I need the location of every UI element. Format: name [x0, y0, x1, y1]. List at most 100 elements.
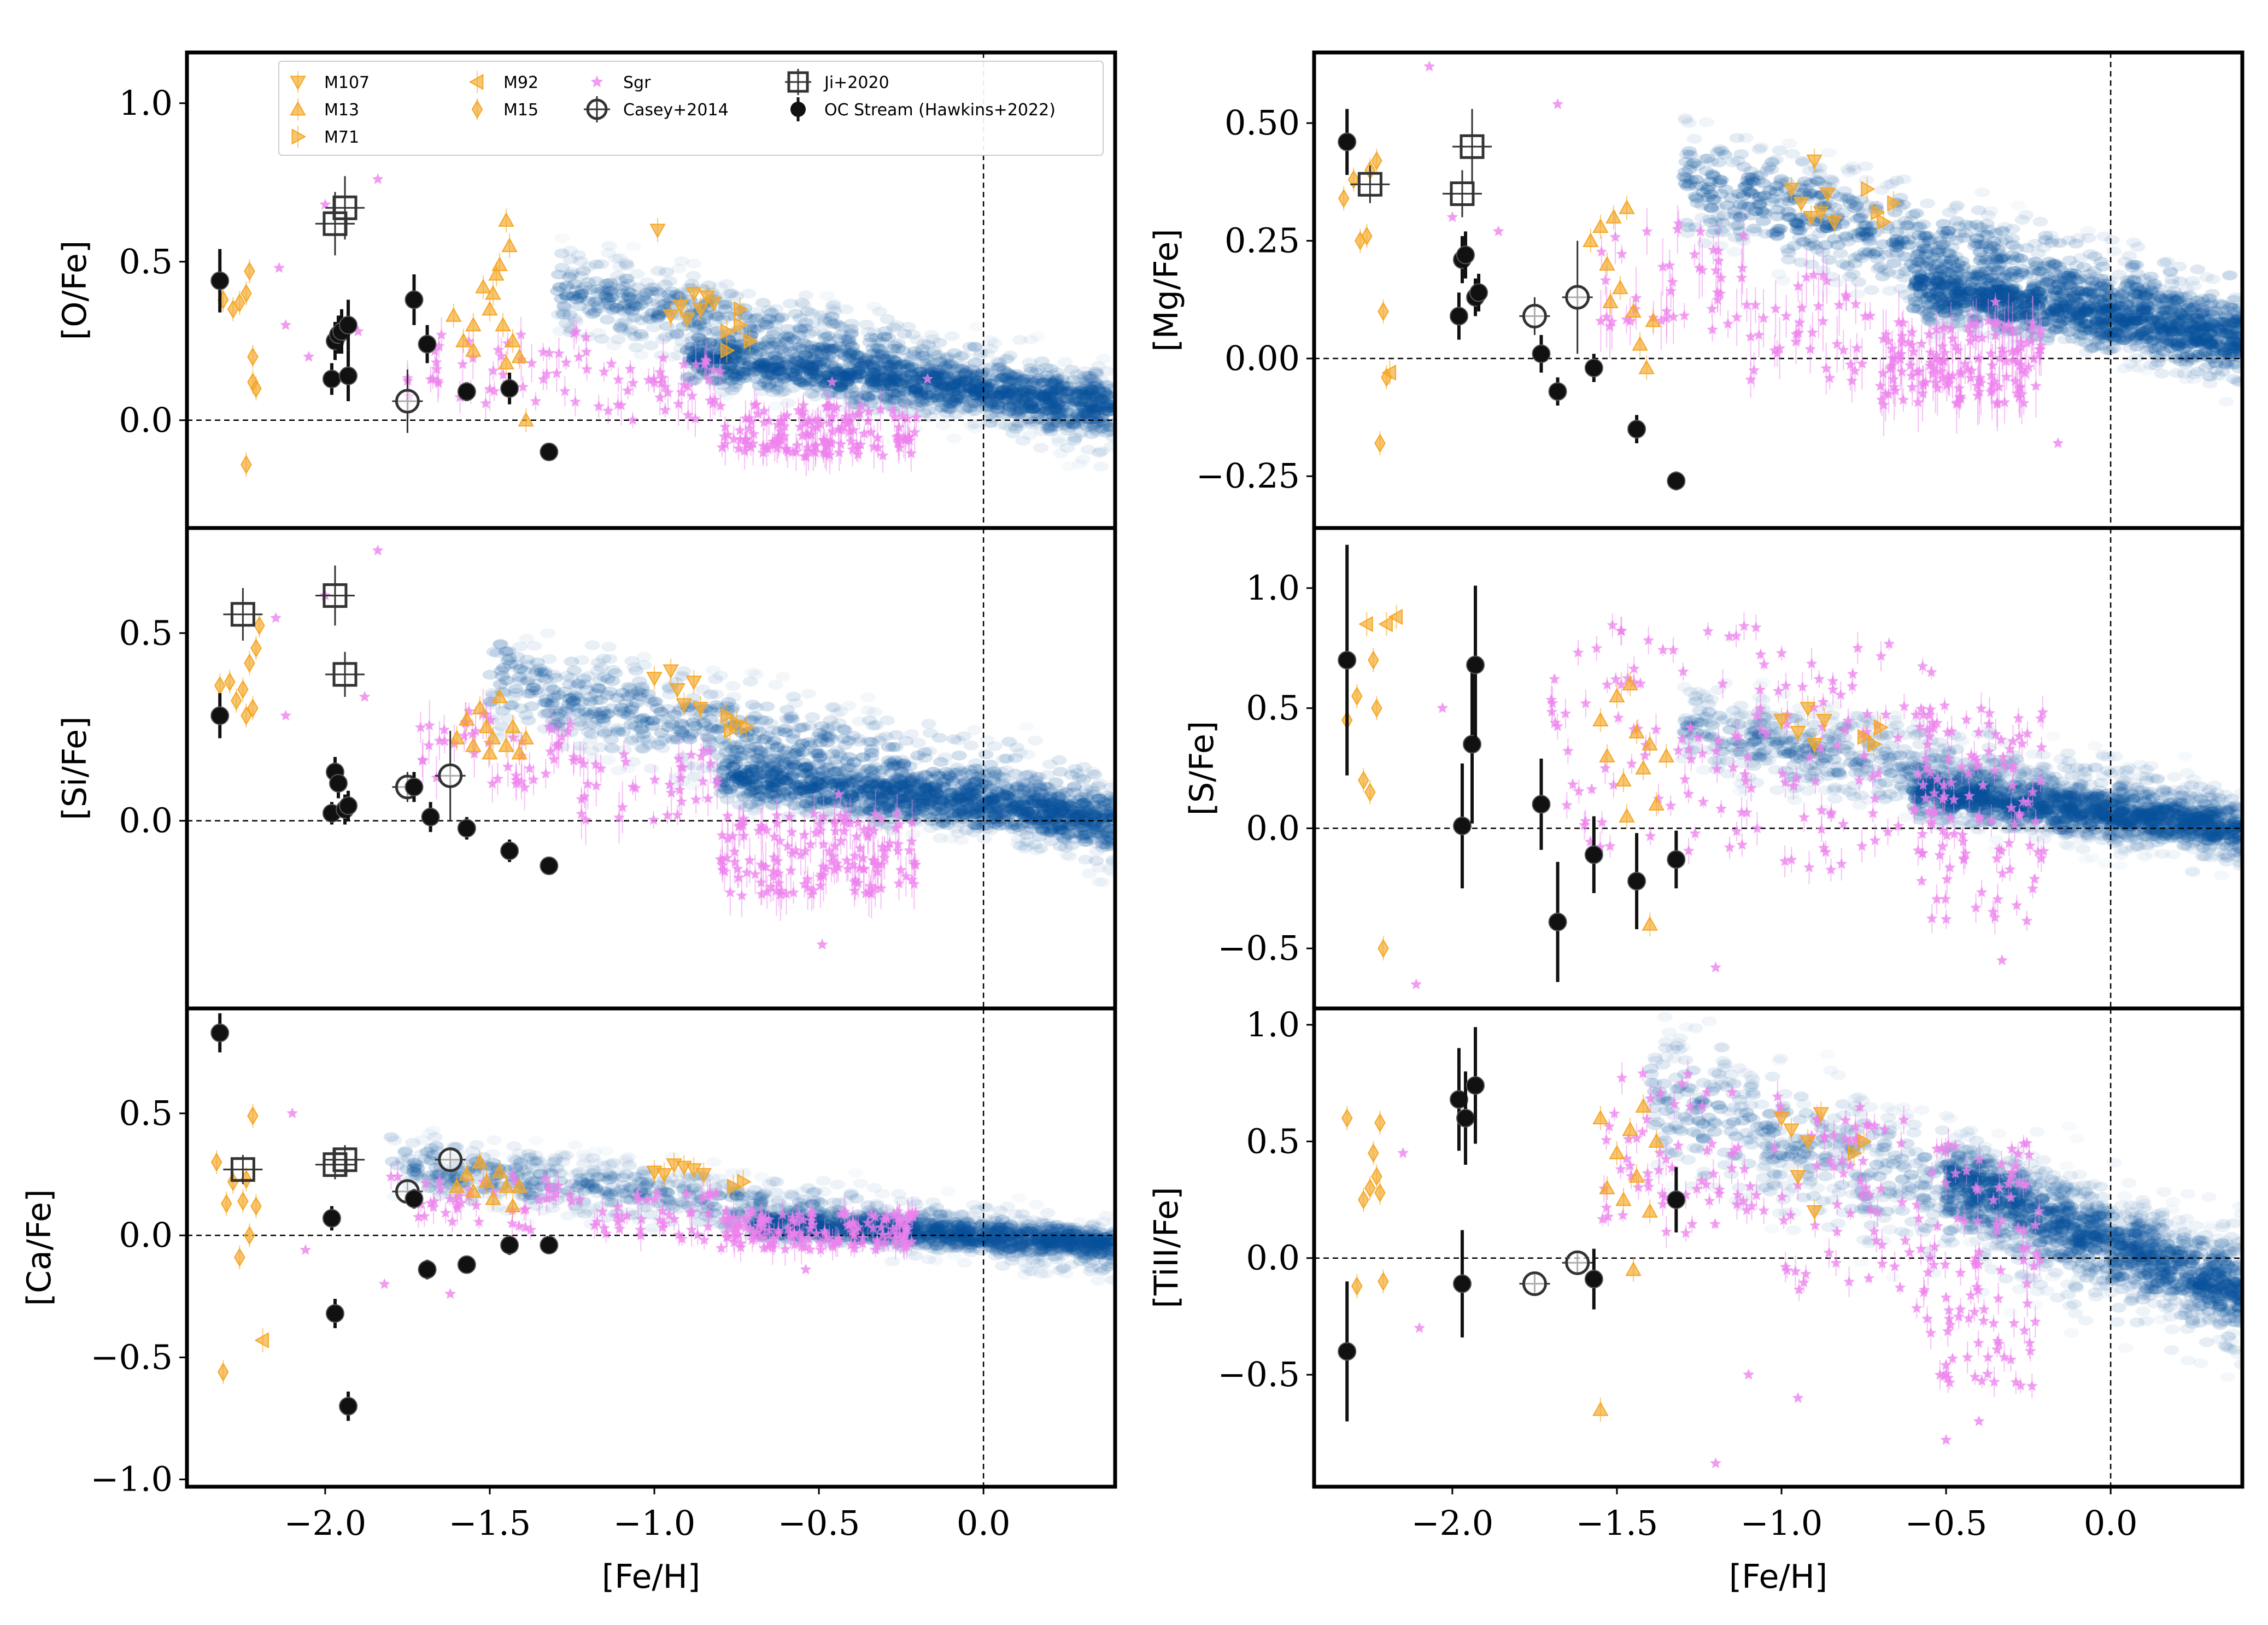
density-cell	[931, 376, 947, 386]
density-cell	[724, 358, 740, 368]
density-cell	[1059, 425, 1075, 436]
density-cell	[799, 788, 814, 799]
density-cell	[618, 698, 634, 708]
density-cell	[730, 376, 746, 386]
legend-box	[278, 61, 1104, 156]
density-cell	[499, 675, 514, 685]
density-cell	[1057, 1225, 1073, 1235]
density-cell	[877, 359, 893, 369]
density-cell	[730, 744, 746, 755]
density-cell	[1040, 782, 1056, 793]
density-cell	[440, 1177, 456, 1187]
density-cell	[555, 309, 571, 320]
density-cell	[931, 733, 947, 743]
density-cell	[762, 314, 778, 324]
density-cell	[842, 771, 858, 781]
density-cell	[1023, 400, 1039, 410]
density-cell	[664, 719, 680, 729]
gc-tri-up-marker	[478, 718, 495, 734]
density-cell	[527, 678, 543, 689]
density-cell	[1046, 809, 1062, 820]
sgr-star	[707, 364, 719, 376]
density-cell	[719, 758, 735, 768]
density-cell	[747, 366, 763, 377]
density-cell	[524, 701, 540, 712]
density-cell	[921, 783, 936, 794]
density-cell	[1022, 769, 1038, 779]
density-cell	[829, 771, 845, 781]
density-cell	[1055, 380, 1071, 391]
density-cell	[753, 362, 769, 373]
density-cell	[887, 785, 902, 796]
density-cell	[1075, 798, 1091, 808]
density-cell	[716, 300, 732, 310]
density-cell	[916, 777, 931, 788]
density-cell	[916, 385, 931, 396]
density-cell	[998, 781, 1013, 791]
sgr-star	[811, 421, 823, 432]
density-cell	[1047, 807, 1062, 818]
density-cell	[928, 779, 944, 790]
density-cell	[911, 367, 927, 377]
sgr-star	[590, 779, 602, 791]
density-cell	[721, 738, 737, 749]
density-cell	[1020, 800, 1035, 810]
density-cell	[610, 693, 625, 703]
density-cell	[813, 784, 829, 794]
density-cell	[1010, 406, 1026, 416]
density-cell	[858, 355, 874, 365]
density-cell	[933, 833, 948, 843]
density-cell	[1066, 782, 1082, 793]
density-cell	[617, 706, 632, 717]
density-cell	[918, 784, 934, 795]
density-cell	[946, 397, 962, 407]
density-cell	[1046, 814, 1062, 825]
density-cell	[765, 783, 781, 793]
gc-diamond-marker	[244, 653, 255, 673]
density-cell	[770, 777, 786, 787]
density-cell	[777, 346, 792, 356]
density-cell	[871, 790, 887, 800]
density-cell	[1066, 420, 1082, 430]
density-cell	[1038, 384, 1054, 394]
density-cell	[957, 776, 972, 787]
density-cell	[1088, 838, 1104, 849]
density-cell	[1086, 390, 1102, 400]
oc-stream-marker	[540, 857, 559, 876]
density-cell	[1089, 847, 1105, 857]
density-cell	[1089, 392, 1105, 402]
density-cell	[1044, 827, 1059, 837]
sgr-star	[429, 345, 441, 356]
sgr-star	[821, 447, 833, 458]
density-cell	[842, 367, 858, 377]
casey-layer	[392, 369, 423, 433]
density-cell	[928, 405, 943, 415]
density-cell	[817, 795, 833, 806]
density-cell	[750, 374, 766, 385]
density-cell	[736, 775, 752, 785]
density-cell	[745, 700, 760, 710]
density-cell	[814, 373, 830, 383]
density-cell	[948, 396, 964, 407]
density-cell	[1032, 786, 1048, 796]
density-cell	[1071, 810, 1087, 820]
density-cell	[1015, 386, 1031, 397]
density-cell	[849, 370, 865, 380]
density-cell	[974, 778, 990, 789]
density-cell	[819, 790, 835, 800]
density-cell	[741, 321, 757, 331]
density-cell	[854, 752, 870, 762]
density-cell	[939, 402, 955, 413]
density-cell	[1010, 382, 1026, 392]
density-cell	[779, 796, 795, 806]
density-cell	[822, 778, 837, 788]
density-cell	[1071, 386, 1087, 396]
sgr-star	[747, 437, 759, 449]
density-cell	[1066, 814, 1082, 825]
density-cell	[860, 391, 876, 402]
density-cell	[581, 671, 596, 681]
density-cell	[759, 701, 775, 712]
density-cell	[614, 325, 630, 335]
density-cell	[1048, 396, 1064, 406]
density-cell	[499, 647, 514, 657]
